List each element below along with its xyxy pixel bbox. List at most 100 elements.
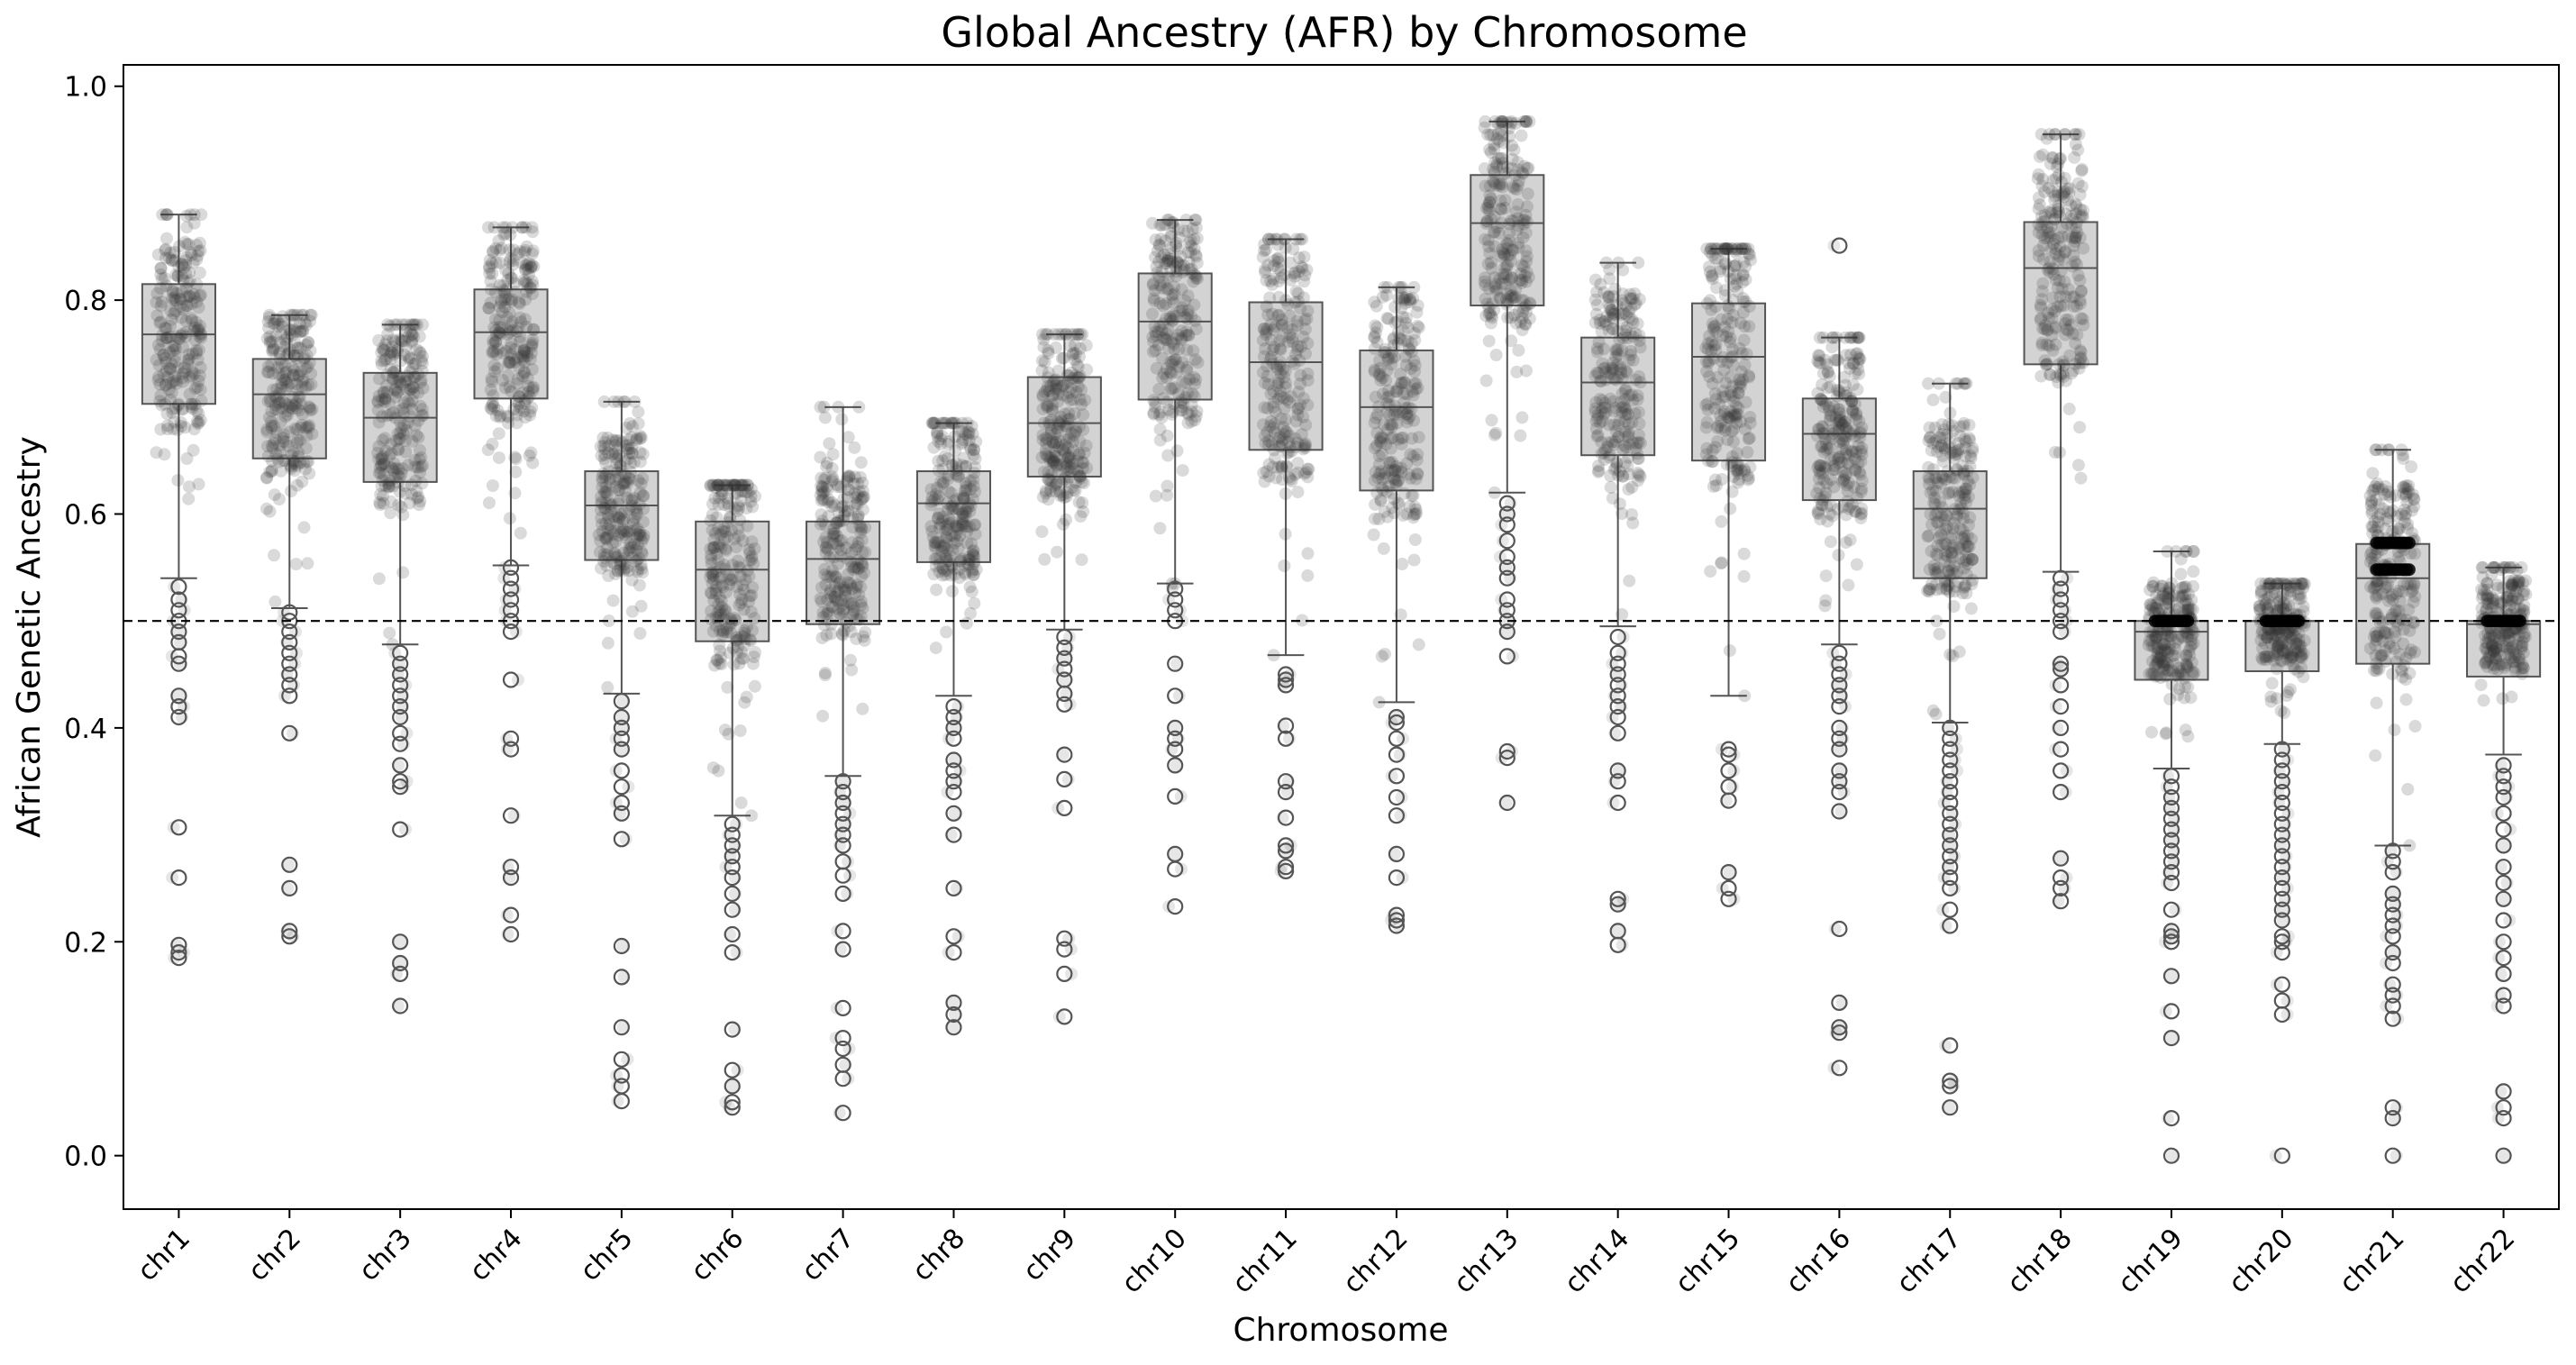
outlier-marker [281,687,298,705]
strip-point [395,500,408,514]
strip-point [1512,305,1525,318]
strip-point [275,356,288,369]
strip-point [269,448,283,461]
strip-point [522,386,535,399]
strip-point [291,433,305,447]
strip-point [399,823,412,836]
strip-point [927,441,941,454]
strip-point [636,472,650,485]
strip-point [371,396,385,409]
strip-point [856,492,869,505]
strip-point [264,415,278,429]
strip-point [401,459,414,472]
strip-point [617,477,631,490]
strip-point [1814,392,1827,405]
strip-point [376,341,389,355]
strip-point [1062,386,1076,399]
outlier-marker [392,757,409,774]
strip-point [404,383,416,396]
strip-point [619,484,632,497]
strip-point [841,475,853,488]
strip-point [285,377,297,390]
strip-point [1389,460,1403,473]
strip-point [506,254,520,268]
strip-point [612,511,625,524]
strip-point [1036,328,1049,341]
strip-point [170,377,184,390]
strip-point [182,352,196,366]
strip-point [482,302,496,315]
strip-point [277,432,290,445]
strip-point [161,423,174,436]
strip-point [285,462,298,476]
strip-point [726,559,740,572]
strip-point [184,274,197,287]
strip-point [171,361,185,375]
strip-point [716,607,730,621]
strip-point [609,568,623,581]
strip-point [493,256,506,269]
strip-point [1707,242,1721,256]
strip-point [704,479,717,493]
strip-point [167,423,180,436]
strip-point [188,382,202,395]
strip-point [502,357,515,370]
strip-point [744,495,758,508]
strip-point [195,208,208,222]
strip-point [189,238,203,251]
strip-point [1075,475,1088,488]
strip-point [402,350,415,364]
outlier-marker [392,735,409,752]
strip-point [414,495,427,508]
strip-point [2174,568,2188,581]
strip-point [515,350,529,362]
outlier-marker [613,1067,630,1084]
strip-point [2049,128,2062,141]
strip-point [1482,334,1496,348]
strip-point [1715,514,1728,528]
strip-point [603,472,616,486]
strip-point [509,465,523,478]
strip-point [299,318,313,332]
strip-point [1700,415,1714,429]
strip-point [623,446,636,460]
strip-point [1498,194,1512,207]
strip-point [707,532,721,546]
strip-point [167,821,180,834]
strip-point [508,353,522,366]
strip-point [380,369,394,382]
strip-point [1931,540,1944,552]
strip-point [715,628,729,642]
strip-point [511,247,524,260]
strip-point [1710,281,1723,295]
strip-point [373,461,387,475]
strip-point [503,355,516,369]
strip-point [164,246,177,259]
strip-point [526,333,540,347]
strip-point [606,528,620,541]
strip-point [722,569,735,583]
strip-point [294,456,307,469]
strip-point [159,322,173,335]
strip-point [838,583,851,596]
strip-point [1152,270,1166,284]
strip-point [277,454,290,468]
strip-point [611,564,624,578]
strip-point [595,490,608,504]
strip-point [518,344,531,358]
strip-point [526,336,539,350]
strip-point [1616,608,1629,621]
strip-point [160,208,173,222]
strip-point [166,403,179,416]
strip-point [190,278,204,291]
strip-point [194,319,207,332]
strip-point [619,468,632,481]
strip-point [278,396,292,410]
strip-point [607,547,621,560]
strip-point [626,420,639,433]
strip-point [2068,235,2081,248]
strip-point [487,337,500,350]
strip-point [179,281,193,295]
outlier-marker [613,1051,630,1068]
strip-point [155,334,168,347]
